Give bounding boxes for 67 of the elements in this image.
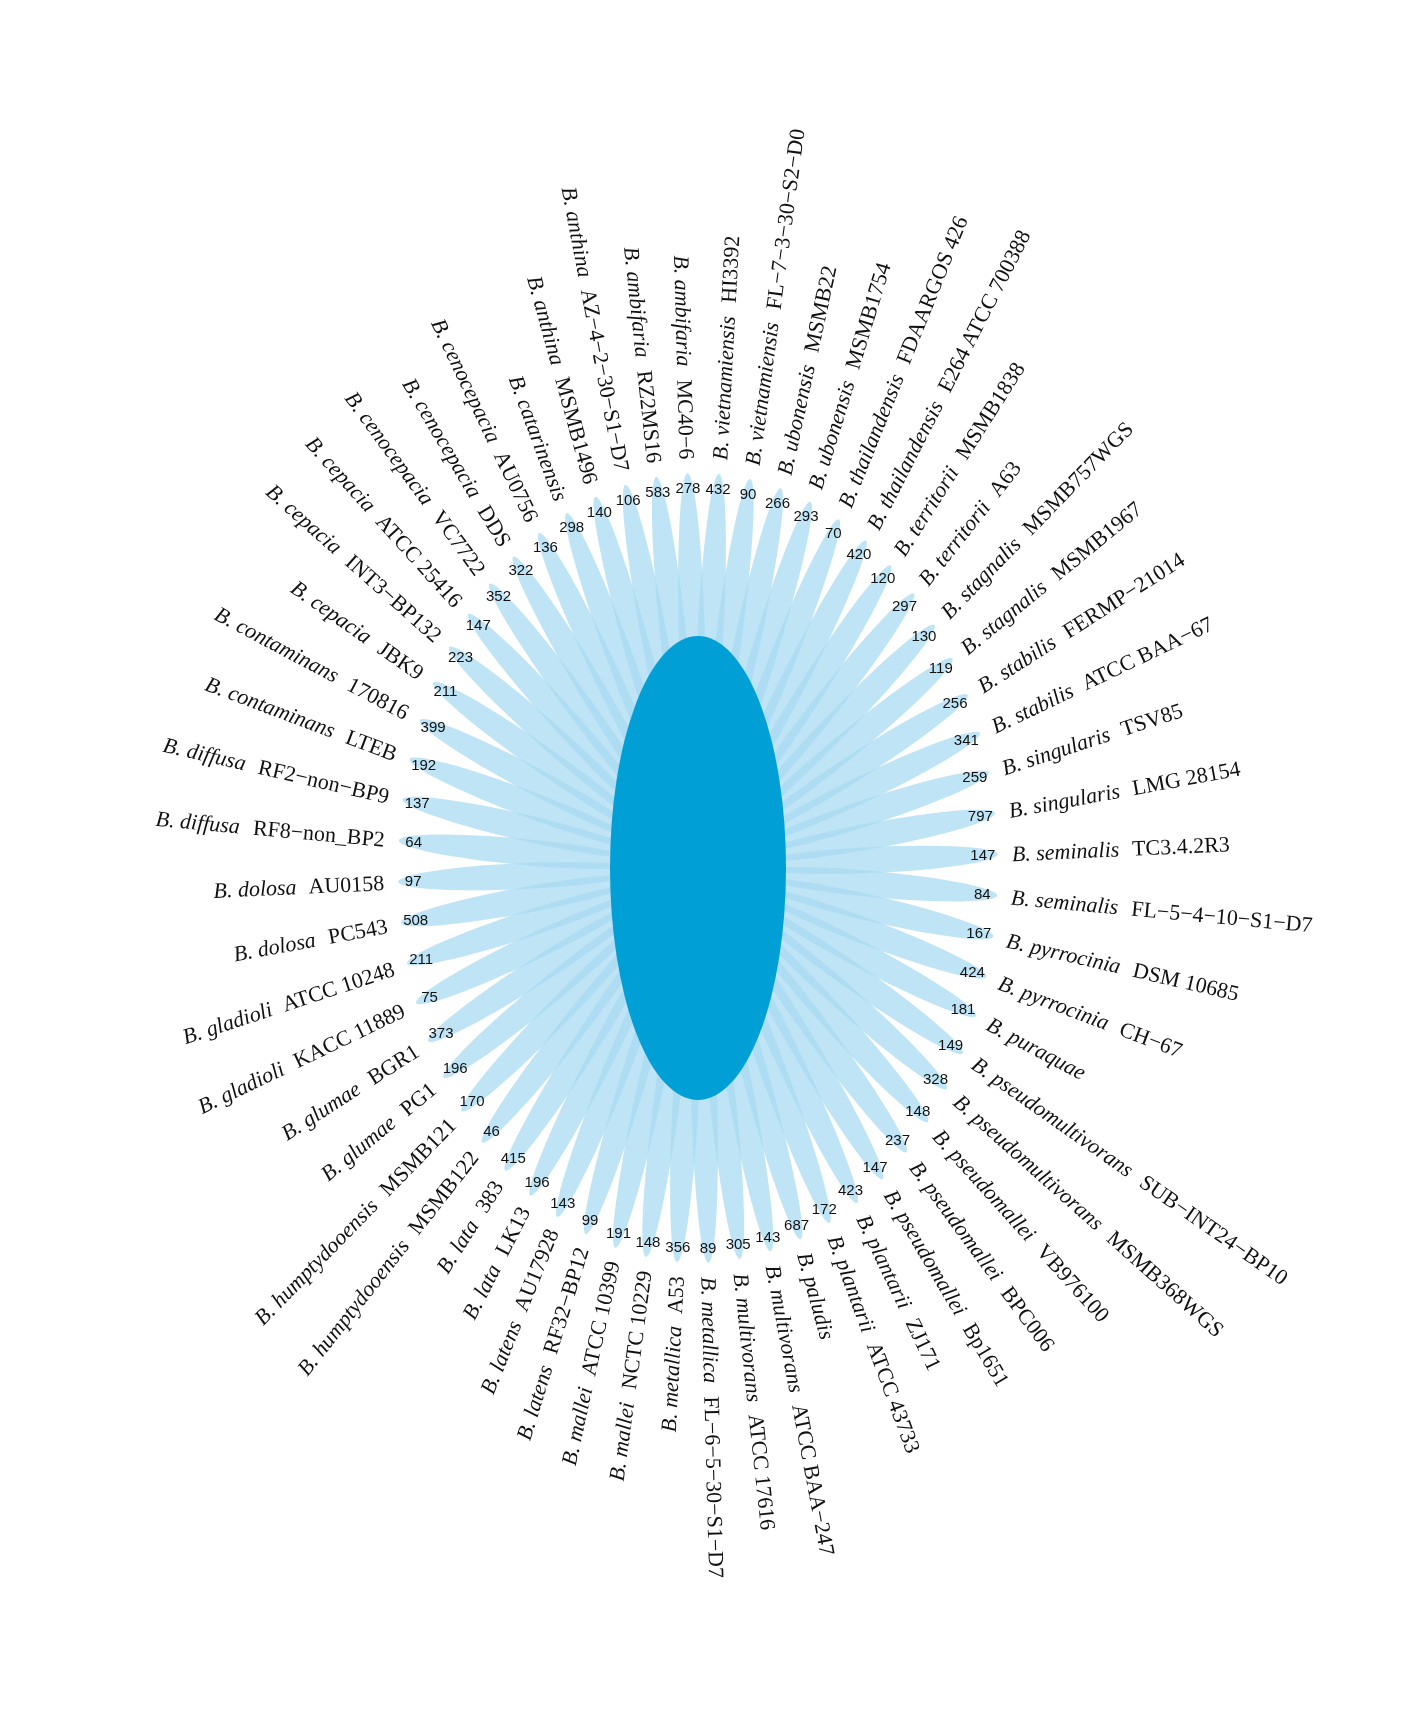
- data-label: 130: [911, 626, 937, 644]
- data-label: 196: [524, 1173, 550, 1191]
- data-label: 223: [447, 648, 474, 666]
- data-label: 97: [404, 872, 422, 890]
- data-label: 75: [421, 987, 438, 1005]
- data-label: 237: [885, 1131, 911, 1149]
- data-label: 137: [404, 794, 430, 812]
- data-label: 420: [846, 545, 872, 563]
- data-label: 136: [532, 537, 558, 555]
- data-label: 196: [442, 1059, 468, 1077]
- category-label: B. diffusa RF8−non_BP2: [154, 805, 386, 852]
- data-label: 322: [508, 560, 534, 578]
- data-label: 170: [459, 1091, 485, 1109]
- data-label: 266: [764, 494, 791, 512]
- data-label: 148: [635, 1233, 661, 1251]
- data-label: 256: [942, 694, 968, 712]
- data-label: 147: [862, 1157, 888, 1175]
- data-label: 352: [485, 587, 511, 605]
- data-label: 143: [755, 1227, 781, 1245]
- data-label: 423: [838, 1180, 864, 1198]
- data-label: 687: [784, 1215, 810, 1233]
- category-label: B. seminalis TC3.4.2R3: [1011, 831, 1231, 867]
- data-label: 305: [725, 1235, 751, 1253]
- data-label: 259: [962, 768, 988, 786]
- data-label: 181: [950, 1000, 976, 1018]
- data-label: 84: [973, 885, 991, 903]
- data-label: 356: [665, 1238, 691, 1256]
- data-label: 415: [500, 1149, 526, 1167]
- data-label: 148: [905, 1102, 931, 1120]
- data-label: 46: [483, 1121, 500, 1139]
- data-label: 298: [559, 518, 585, 536]
- category-label: B. ambifaria MC40−6: [669, 254, 700, 460]
- data-label: 583: [645, 483, 671, 501]
- data-label: 278: [675, 479, 701, 497]
- data-label: 89: [699, 1239, 717, 1257]
- data-label: 424: [959, 962, 985, 980]
- data-label: 191: [605, 1224, 632, 1242]
- data-label: 143: [550, 1194, 576, 1212]
- data-label: 172: [811, 1200, 837, 1218]
- data-label: 432: [705, 480, 731, 498]
- category-label: B. metallica FL−6−5−30−S1−D7: [696, 1276, 730, 1579]
- data-label: 373: [428, 1024, 454, 1042]
- data-label: 147: [465, 616, 491, 634]
- data-label: 341: [953, 730, 979, 748]
- data-label: 70: [824, 524, 842, 542]
- data-label: 399: [420, 718, 446, 736]
- data-label: 64: [405, 833, 423, 851]
- data-label: 328: [922, 1070, 949, 1088]
- data-label: 167: [966, 924, 992, 942]
- data-label: 90: [739, 485, 757, 503]
- category-label: B. dolosa AU0158: [212, 870, 385, 903]
- data-label: 797: [967, 807, 993, 825]
- data-label: 297: [892, 596, 918, 614]
- data-label: 147: [970, 846, 996, 864]
- data-label: 211: [409, 950, 434, 968]
- category-label: B. metallica A53: [655, 1275, 690, 1433]
- data-label: 293: [793, 507, 819, 525]
- category-label: B. vietnamiensis HI3392: [707, 235, 745, 461]
- data-label: 99: [581, 1211, 599, 1229]
- data-label: 106: [615, 490, 641, 508]
- data-label: 508: [403, 911, 429, 929]
- data-label: 140: [586, 502, 612, 520]
- data-label: 119: [928, 659, 953, 677]
- data-label: 192: [411, 755, 437, 773]
- data-label: 211: [433, 682, 458, 700]
- data-label: 149: [938, 1036, 964, 1054]
- data-label: 120: [870, 569, 896, 587]
